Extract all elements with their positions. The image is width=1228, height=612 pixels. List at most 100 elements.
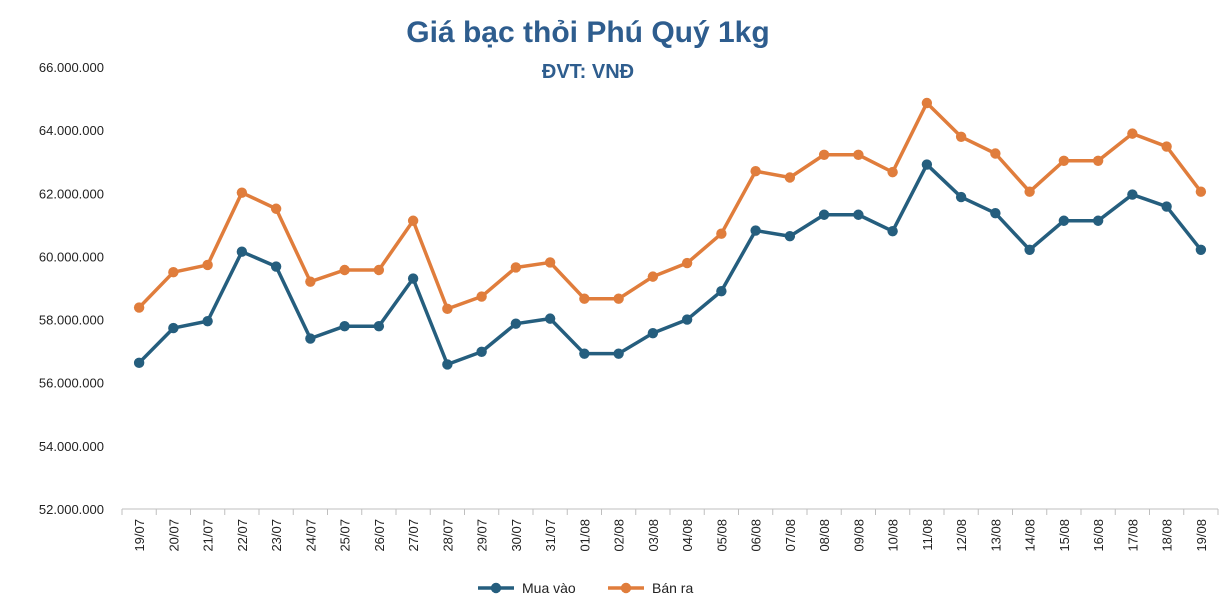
- data-point: [305, 276, 316, 287]
- data-point: [236, 246, 248, 257]
- data-point: [544, 313, 556, 324]
- y-axis: 52.000.000 54.000.000 56.000.000 58.000.000…: [39, 60, 104, 517]
- data-point: [544, 257, 556, 268]
- data-point: [168, 322, 179, 334]
- x-tick-label: 13/08: [988, 519, 1003, 552]
- data-point: [784, 231, 796, 242]
- data-point: [476, 346, 487, 357]
- data-point: [202, 259, 213, 271]
- data-point: [818, 209, 830, 220]
- data-point: [373, 264, 385, 276]
- x-tick-label: 22/07: [235, 519, 250, 552]
- legend-label: Mua vào: [522, 580, 576, 596]
- data-point: [407, 273, 419, 284]
- x-tick-label: 12/08: [954, 519, 969, 552]
- data-point: [750, 225, 761, 236]
- data-point: [270, 261, 282, 272]
- data-point: [442, 359, 453, 370]
- x-tick-label: 28/07: [440, 519, 455, 552]
- x-tick-label: 29/07: [475, 519, 490, 552]
- data-point: [853, 209, 864, 220]
- legend: Mua vào Bán ra: [478, 580, 693, 596]
- data-point: [921, 97, 933, 109]
- x-tick-label: 01/08: [577, 519, 592, 552]
- x-tick-label: 23/07: [269, 519, 284, 552]
- data-point: [373, 321, 385, 332]
- y-tick-label: 66.000.000: [39, 60, 104, 75]
- series-line: [137, 101, 1203, 311]
- data-point: [236, 187, 248, 198]
- x-tick-label: 24/07: [303, 519, 318, 552]
- x-tick-label: 09/08: [851, 519, 866, 552]
- data-point: [955, 131, 967, 142]
- data-point: [681, 257, 693, 269]
- data-point: [887, 166, 898, 178]
- data-point: [1092, 215, 1104, 226]
- data-point: [1024, 186, 1035, 197]
- y-tick-label: 60.000.000: [39, 249, 104, 264]
- data-point: [579, 348, 590, 359]
- x-tick-label: 07/08: [783, 519, 798, 552]
- chart-title: Giá bạc thỏi Phú Quý 1kg: [406, 16, 769, 49]
- data-point: [1024, 244, 1035, 255]
- legend-swatch-marker: [490, 582, 502, 594]
- x-tick-label: 19/08: [1194, 519, 1209, 552]
- data-point: [133, 302, 145, 313]
- data-point: [1195, 244, 1207, 255]
- y-tick-label: 54.000.000: [39, 439, 104, 454]
- data-point: [955, 191, 967, 203]
- series-1: [133, 159, 1207, 370]
- data-point: [510, 262, 522, 273]
- x-tick-label: 19/07: [132, 519, 147, 552]
- x-tick-label: 20/07: [166, 519, 181, 552]
- data-point: [716, 228, 727, 239]
- data-point: [990, 207, 1001, 219]
- x-axis: 19/07 20/07 21/07 22/07 23/07 24/07 25/07 26/07…: [121, 508, 1219, 552]
- data-point: [1058, 155, 1070, 166]
- y-tick-label: 62.000.000: [39, 186, 104, 201]
- y-tick-label: 52.000.000: [39, 502, 104, 517]
- y-tick-label: 64.000.000: [39, 123, 104, 138]
- data-point: [1195, 186, 1207, 197]
- data-point: [168, 267, 179, 278]
- data-point: [818, 149, 830, 160]
- data-point: [1127, 128, 1138, 139]
- data-point: [1161, 141, 1172, 152]
- data-point: [442, 303, 453, 315]
- x-tick-label: 10/08: [886, 519, 901, 552]
- y-tick-label: 58.000.000: [39, 313, 104, 328]
- data-point: [887, 225, 898, 237]
- x-tick-label: 18/08: [1160, 519, 1175, 552]
- x-tick-label: 31/07: [543, 519, 558, 552]
- x-tick-label: 17/08: [1125, 519, 1140, 552]
- data-point: [1127, 189, 1138, 200]
- chart-subtitle: ĐVT: VNĐ: [542, 61, 634, 83]
- data-point: [1058, 215, 1070, 226]
- data-point: [784, 172, 796, 183]
- x-tick-label: 26/07: [372, 519, 387, 552]
- data-point: [133, 357, 145, 369]
- x-tick-label: 14/08: [1023, 519, 1038, 552]
- legend-swatch-marker: [620, 582, 632, 594]
- data-point: [510, 318, 522, 329]
- data-point: [579, 293, 590, 304]
- x-tick-label: 08/08: [817, 519, 832, 552]
- y-tick-label: 56.000.000: [39, 376, 104, 391]
- series-layer: [133, 97, 1207, 370]
- data-point: [853, 149, 864, 160]
- data-point: [407, 215, 419, 226]
- data-point: [750, 165, 761, 177]
- x-tick-label: 30/07: [509, 519, 524, 552]
- data-point: [613, 293, 624, 304]
- data-point: [647, 327, 659, 339]
- data-point: [339, 321, 350, 332]
- x-tick-label: 16/08: [1091, 519, 1106, 552]
- data-point: [476, 291, 487, 302]
- data-point: [339, 264, 350, 276]
- x-tick-label: 02/08: [612, 519, 627, 552]
- data-point: [681, 314, 693, 325]
- data-point: [990, 148, 1001, 159]
- x-tick-label: 03/08: [646, 519, 661, 552]
